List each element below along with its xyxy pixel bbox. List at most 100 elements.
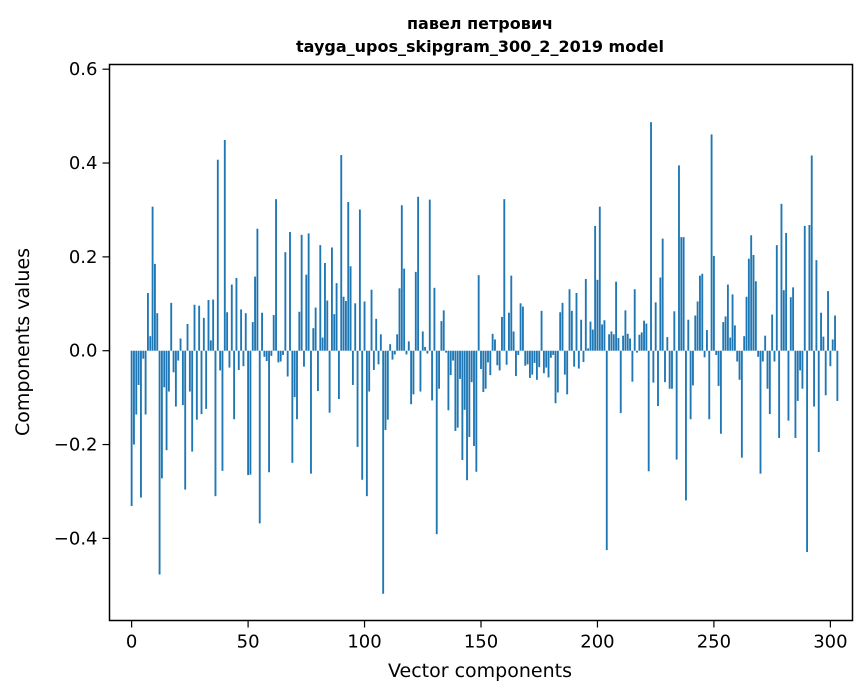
bar [570, 310, 573, 351]
bar [717, 350, 720, 386]
bar [230, 284, 233, 351]
bar [768, 350, 771, 415]
bar [692, 350, 694, 386]
bar [133, 350, 135, 445]
x-tick-label: 50 [237, 632, 260, 653]
bar [652, 350, 655, 383]
bar [456, 350, 459, 428]
bar [624, 310, 627, 351]
bar [650, 122, 652, 351]
bar [549, 350, 552, 358]
x-axis-label: Vector components [388, 660, 572, 682]
bar [745, 296, 748, 351]
bar [466, 350, 468, 481]
bar [813, 350, 815, 407]
bar [184, 350, 187, 490]
bar [340, 155, 343, 351]
y-tick-label: 0.2 [69, 247, 98, 268]
bar [568, 289, 571, 351]
bar [223, 140, 226, 351]
bar [743, 336, 746, 351]
bar [328, 350, 331, 413]
bar [638, 334, 641, 351]
bar [207, 300, 210, 351]
bar [365, 350, 368, 497]
bar [331, 247, 333, 351]
bar [731, 294, 734, 351]
bar [608, 334, 611, 351]
bar [675, 350, 678, 460]
bar [563, 350, 566, 375]
bar [664, 350, 666, 383]
bar [754, 281, 757, 351]
bar [480, 350, 482, 370]
bar [193, 304, 196, 351]
bar [647, 350, 650, 472]
bar [407, 341, 410, 351]
bar [254, 276, 256, 351]
bar [615, 281, 618, 351]
bar [344, 300, 347, 351]
bar [633, 289, 636, 351]
bar [491, 333, 494, 351]
bar [435, 350, 438, 535]
bar [347, 201, 350, 351]
bar [766, 350, 769, 389]
bar [233, 350, 236, 420]
bar [710, 134, 713, 351]
bar [778, 350, 781, 438]
bar [398, 288, 401, 351]
bar [258, 350, 261, 524]
bar [172, 350, 175, 373]
bar [643, 320, 645, 351]
bar [822, 336, 825, 351]
bar [214, 350, 217, 497]
bar [158, 350, 161, 575]
bar [442, 310, 445, 351]
bar [212, 299, 215, 351]
chart-title-line1: павел петрович [407, 14, 553, 33]
bar [240, 309, 243, 351]
bar [268, 350, 270, 473]
bar [372, 350, 375, 370]
bar [789, 297, 792, 351]
bar [498, 350, 501, 371]
bar [393, 350, 396, 355]
bar [515, 350, 517, 377]
bar [321, 337, 324, 351]
bar [468, 350, 471, 438]
bar [605, 350, 608, 551]
bar [319, 245, 322, 351]
bar [195, 350, 198, 420]
bar [601, 324, 604, 351]
bar [617, 338, 620, 351]
bar [685, 350, 687, 501]
bar [799, 350, 802, 371]
bar [244, 313, 247, 351]
bar [142, 350, 145, 359]
bar [186, 323, 189, 351]
bar [547, 350, 550, 378]
bar [836, 350, 839, 401]
bar [256, 228, 259, 351]
bar [354, 303, 357, 351]
bar [566, 350, 569, 395]
bar [764, 335, 767, 351]
bar [191, 350, 194, 452]
bar [659, 277, 662, 351]
bar [724, 316, 727, 351]
bar [528, 350, 531, 378]
bar [279, 350, 282, 362]
bar [808, 224, 811, 351]
bar [461, 350, 464, 461]
bar [424, 346, 427, 351]
bar [379, 334, 382, 351]
bar [438, 350, 440, 389]
bar [645, 323, 648, 351]
bar [719, 350, 722, 434]
bar [761, 350, 764, 362]
bar [305, 274, 308, 351]
bar [759, 350, 762, 474]
bar [503, 199, 506, 351]
